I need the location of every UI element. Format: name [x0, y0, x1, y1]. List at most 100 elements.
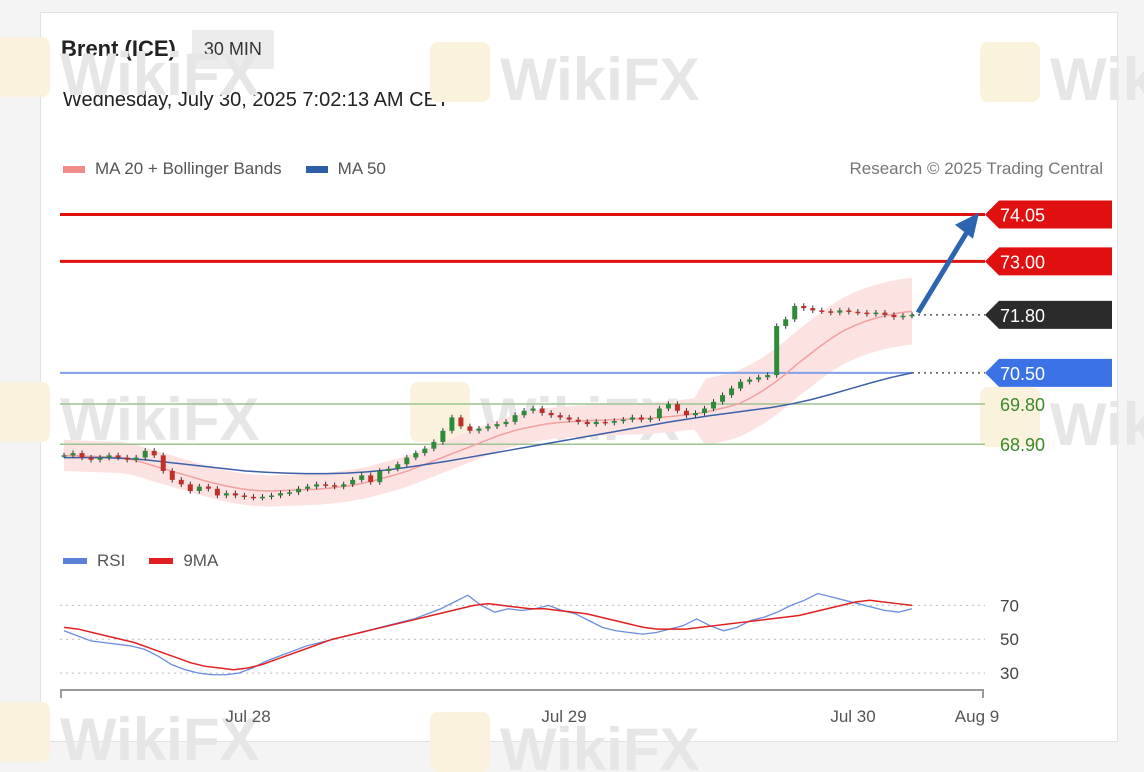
- candle-body: [539, 408, 545, 413]
- ma50-swatch: [305, 165, 328, 173]
- candle-body: [386, 468, 392, 471]
- rsi-tick-label: 70: [1000, 596, 1019, 615]
- candle: [449, 414, 455, 434]
- instrument-title: Brent (ICE): [61, 36, 176, 61]
- rsi-panel: 70 50 30: [60, 592, 1019, 683]
- candle-body: [223, 493, 229, 496]
- candle: [620, 416, 626, 424]
- legend-label-ma50: MA 50: [337, 159, 386, 178]
- candle-body: [593, 421, 599, 425]
- rsi-tick-label: 50: [1000, 630, 1019, 649]
- candle-body: [855, 311, 861, 314]
- candle-body: [792, 305, 798, 320]
- last-price-tag-label: 71.80: [1000, 306, 1045, 326]
- watermark-text: WikiFX: [60, 706, 259, 772]
- x-tick-label: Jul 30: [830, 707, 875, 726]
- x-tick-label: Aug 9: [955, 707, 999, 726]
- legend-label-ma20: MA 20 + Bollinger Bands: [95, 159, 282, 178]
- candle-body: [665, 404, 671, 409]
- candle: [557, 412, 563, 421]
- x-tick-label: Jul 28: [225, 707, 270, 726]
- candle-body: [846, 310, 852, 312]
- moving-average-lines: [63, 310, 913, 492]
- candle: [169, 468, 175, 483]
- candle-body: [196, 486, 202, 492]
- candle-body: [323, 484, 329, 486]
- candle: [259, 494, 265, 501]
- candle: [359, 472, 365, 483]
- candle: [88, 454, 94, 463]
- candle-body: [187, 484, 193, 492]
- candle: [278, 490, 284, 499]
- candle: [756, 374, 762, 383]
- candle-body: [692, 412, 698, 416]
- candle: [900, 313, 906, 320]
- watermark-logo: [0, 37, 50, 97]
- candle: [160, 452, 166, 474]
- legend-item-ma20: MA 20 + Bollinger Bands: [63, 159, 282, 179]
- candle-body: [296, 488, 302, 493]
- candle-body: [864, 312, 870, 315]
- candle-body: [61, 455, 67, 457]
- candle-body: [566, 417, 572, 420]
- candle: [665, 401, 671, 412]
- candle: [124, 454, 130, 463]
- price-level-tags: 74.05 73.00 71.80 70.50 69.80 68.90: [985, 200, 1112, 455]
- candle: [485, 423, 491, 432]
- candle: [314, 481, 320, 490]
- arrow-shaft: [915, 227, 972, 314]
- candle: [593, 419, 599, 427]
- candle-body: [891, 314, 897, 318]
- watermark-text: WikiFX: [1050, 46, 1144, 113]
- arrow-head: [955, 212, 979, 239]
- candle-body: [287, 492, 293, 494]
- bollinger-band: [64, 277, 912, 507]
- candle-body: [160, 455, 166, 471]
- candle-body: [656, 408, 662, 419]
- candle-body: [756, 377, 762, 380]
- legend-item-rsi: RSI: [63, 551, 125, 571]
- candle-body: [250, 496, 256, 499]
- target-arrow: [915, 212, 979, 314]
- candle-body: [151, 450, 157, 456]
- candle-body: [106, 455, 112, 458]
- candle: [801, 303, 807, 311]
- candle: [431, 439, 437, 452]
- candle: [386, 466, 392, 474]
- candle: [855, 309, 861, 316]
- watermark-text: WikiFX: [500, 46, 699, 113]
- candle: [774, 323, 780, 378]
- candle: [575, 416, 581, 425]
- candle: [350, 477, 356, 487]
- candle: [629, 414, 635, 423]
- candle: [503, 419, 509, 427]
- candle: [232, 490, 238, 499]
- candle-body: [449, 417, 455, 431]
- last-price-tag: [985, 300, 1112, 329]
- watermark-logo: [980, 42, 1040, 102]
- candle-body: [431, 441, 437, 449]
- watermark-logo: [430, 42, 490, 102]
- candle-body: [133, 457, 139, 460]
- candle-body: [819, 310, 825, 312]
- watermark-text: WikiFX: [60, 41, 259, 108]
- resistance-tag-label: 73.00: [1000, 252, 1045, 272]
- candle: [178, 477, 184, 487]
- candle: [891, 312, 897, 320]
- timeframe-badge[interactable]: 30 MIN: [191, 29, 274, 69]
- candle: [404, 454, 410, 467]
- candle: [223, 490, 229, 499]
- candle-body: [774, 326, 780, 376]
- candle: [97, 454, 103, 463]
- candle-body: [900, 315, 906, 318]
- candlesticks: [61, 303, 915, 501]
- candle: [341, 481, 347, 490]
- price-legend: MA 20 + Bollinger Bands MA 50: [63, 159, 410, 179]
- candle-body: [828, 311, 834, 313]
- candle: [458, 414, 464, 430]
- candle-body: [575, 419, 581, 422]
- candle: [368, 472, 374, 485]
- candle-body: [314, 484, 320, 487]
- candle: [422, 445, 428, 456]
- research-credit: Research © 2025 Trading Central: [849, 159, 1104, 178]
